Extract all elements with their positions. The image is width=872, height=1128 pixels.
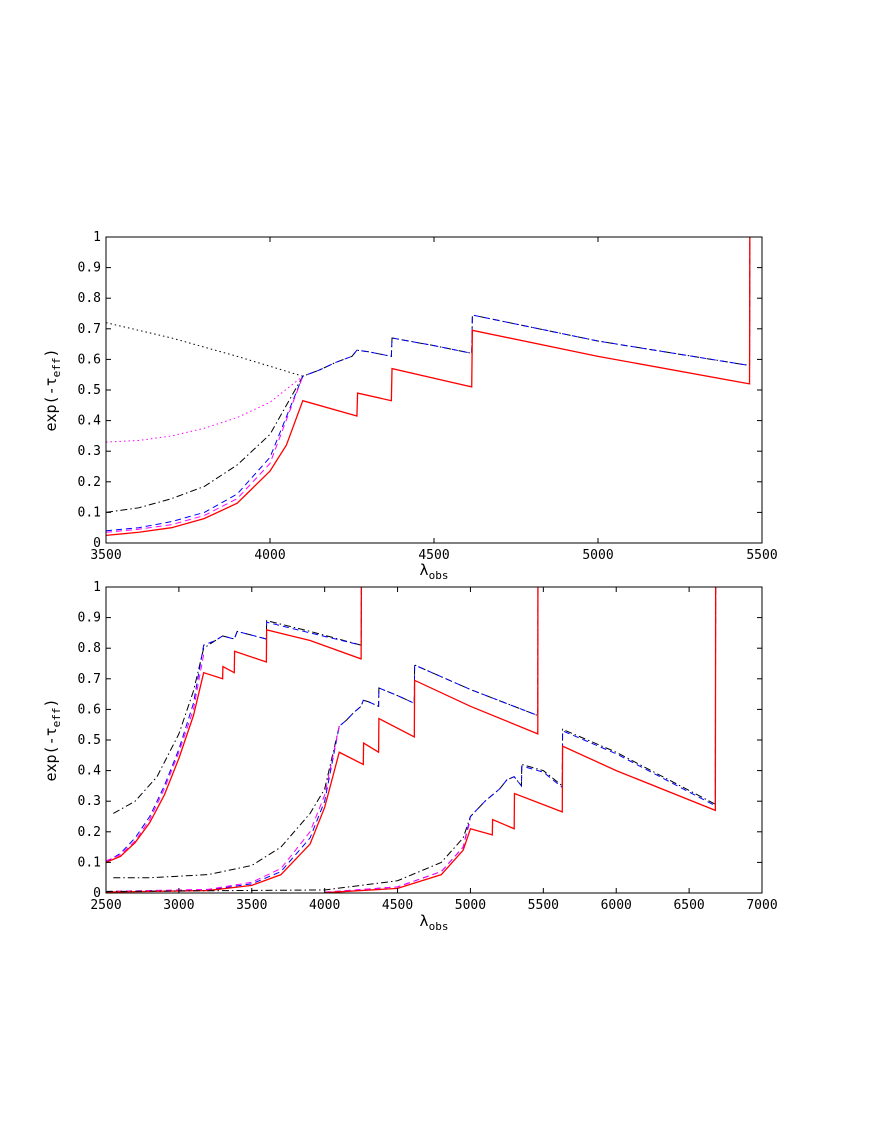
bottom-x-tick-label-0: 2500 (90, 898, 121, 913)
bottom-x-tick-label-2: 3500 (236, 898, 267, 913)
top-x-tick-label-3: 5000 (582, 548, 613, 563)
top-y-tick-label-6: 0.6 (78, 352, 101, 367)
bottom-x-tick-label-1: 3000 (163, 898, 194, 913)
top-series-line-5 (106, 237, 751, 536)
bottom-y-tick-label-2: 0.2 (78, 825, 101, 840)
bottom-y-tick-label-8: 0.8 (78, 641, 101, 656)
top-series-line-4 (106, 376, 304, 533)
top-chart: 3500 4000 4500 5000 5500 0 0.1 0.2 0.3 0.4 0.5 0.6 0… (42, 230, 778, 582)
bottom-x-tick-label-8: 6500 (673, 898, 704, 913)
bottom-x-tick-label-6: 5500 (528, 898, 559, 913)
bottom-x-tick-label-3: 4000 (309, 898, 340, 913)
top-y-tick-label-9: 0.9 (78, 261, 101, 276)
top-series-line-0 (106, 375, 304, 443)
top-y-axis-label: exp(-τeff) (42, 348, 63, 431)
bottom-y-tick-label-6: 0.6 (78, 702, 101, 717)
top-x-tick-label-4: 5500 (746, 548, 777, 563)
bottom-series-line-6 (106, 726, 340, 892)
bottom-x-axis-label: λobs (420, 912, 449, 933)
bottom-y-tick-label-7: 0.7 (78, 672, 101, 687)
bottom-series-line-2 (106, 654, 205, 862)
bottom-y-tick-label-9: 0.9 (78, 611, 101, 626)
bottom-series-line-5 (106, 587, 539, 892)
bottom-x-tick-label-4: 4500 (382, 898, 413, 913)
top-y-tick-label-10: 1 (93, 230, 101, 245)
bottom-y-tick-label-10: 1 (93, 580, 101, 595)
top-x-tick-label-1: 4000 (254, 548, 285, 563)
bottom-x-tick-label-7: 6000 (601, 898, 632, 913)
bottom-y-tick-label-4: 0.4 (78, 764, 102, 779)
top-series-line-3 (106, 237, 751, 532)
top-x-axis-label: λobs (420, 561, 449, 582)
bottom-series-line-3 (106, 587, 363, 863)
bottom-y-tick-label-3: 0.3 (78, 794, 101, 809)
bottom-series-line-10 (324, 819, 471, 893)
bottom-chart: 2500 3000 3500 4000 4500 5000 5500 6000 6500 7000… (42, 580, 778, 933)
bottom-series-line-1 (106, 587, 362, 863)
top-y-tick-label-8: 0.8 (78, 291, 101, 306)
bottom-y-tick-label-5: 0.5 (78, 733, 101, 748)
top-x-tick-label-2: 4500 (418, 548, 449, 563)
bottom-y-tick-label-1: 0.1 (78, 855, 101, 870)
top-y-tick-label-4: 0.4 (78, 414, 102, 429)
bottom-series-line-8 (106, 587, 717, 892)
top-y-tick-label-2: 0.2 (78, 475, 101, 490)
bottom-series-line-7 (106, 587, 539, 893)
bottom-x-tick-label-5: 5000 (455, 898, 486, 913)
bottom-x-tick-label-9: 7000 (746, 898, 777, 913)
bottom-series-line-11 (324, 587, 717, 893)
top-x-tick-label-0: 3500 (90, 548, 121, 563)
bottom-series-line-0 (113, 587, 362, 814)
bottom-y-tick-label-0: 0 (93, 886, 101, 901)
bottom-y-axis-label: exp(-τeff) (42, 698, 63, 781)
top-y-tick-label-1: 0.1 (78, 505, 101, 520)
top-y-tick-label-5: 0.5 (78, 383, 101, 398)
top-y-tick-label-7: 0.7 (78, 322, 101, 337)
top-y-tick-label-0: 0 (93, 536, 101, 551)
top-y-tick-label-3: 0.3 (78, 444, 101, 459)
